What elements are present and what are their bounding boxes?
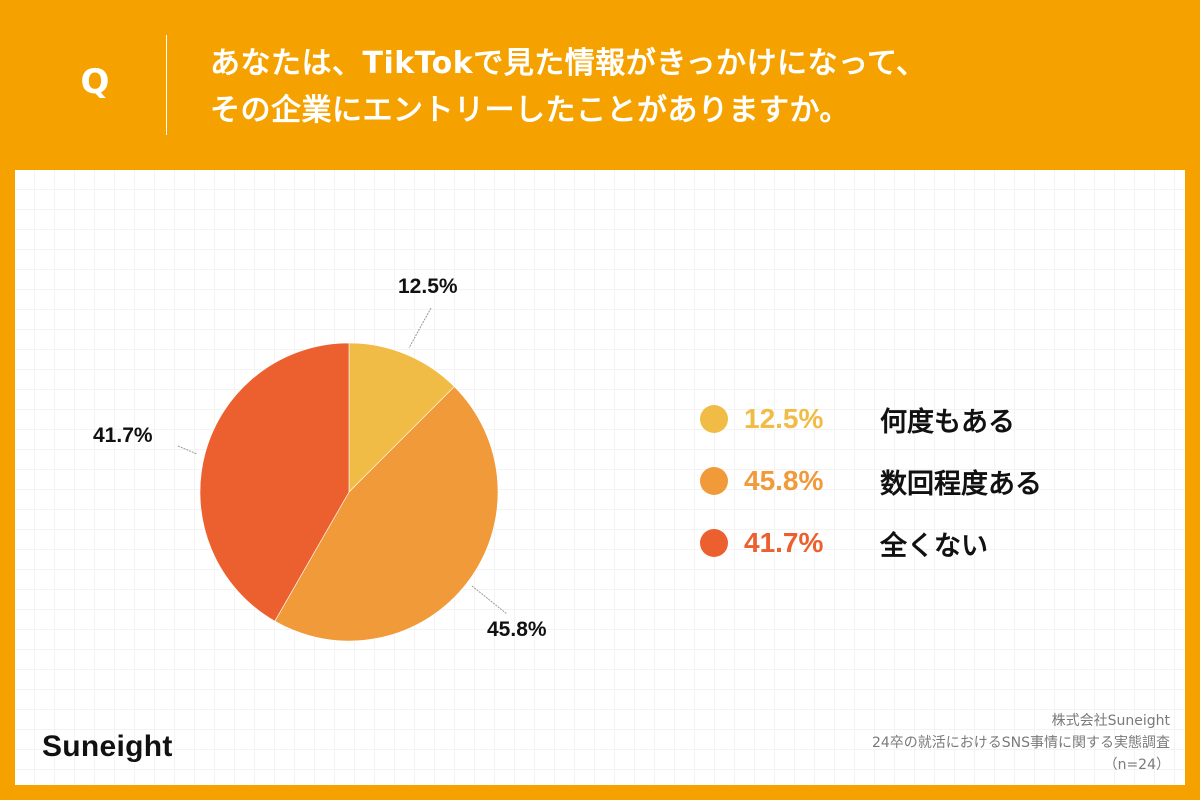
legend-percent: 41.7% — [744, 527, 824, 558]
question-header: Q あなたは、TikTokで見た情報がきっかけになって、 その企業にエントリーし… — [0, 0, 1200, 170]
pie-slice-0 — [348, 342, 455, 493]
leader-line-12-5 — [408, 307, 432, 349]
source-note: 株式会社Suneight 24卒の就活におけるSNS事情に関する実態調査 （n=… — [872, 710, 1170, 776]
question-line-2: その企業にエントリーしたことがありますか。 — [210, 93, 850, 128]
legend-dot-icon — [700, 405, 728, 433]
header-divider — [166, 35, 167, 135]
legend-item-never: 41.7% 全くない — [700, 512, 1042, 574]
pie-slice-1 — [274, 386, 499, 642]
pie-slices — [199, 342, 499, 642]
slice-label-never: 41.7% — [93, 424, 153, 447]
legend-dot-icon — [700, 467, 728, 495]
leader-line-41-7 — [177, 445, 198, 455]
question-line-1: あなたは、TikTokで見た情報がきっかけになって、 — [210, 46, 927, 81]
legend-item-few-times: 45.8% 数回程度ある — [700, 450, 1042, 512]
source-sample-size: （n=24） — [1103, 757, 1170, 773]
leader-line-45-8 — [471, 585, 508, 615]
brand-logo: Suneight — [42, 730, 173, 763]
pie-slice-2 — [199, 342, 350, 622]
legend-item-often: 12.5% 何度もある — [700, 388, 1042, 450]
legend-label: 数回程度ある — [880, 468, 1042, 500]
legend-percent: 45.8% — [744, 465, 824, 496]
question-text: あなたは、TikTokで見た情報がきっかけになって、 その企業にエントリーしたこ… — [210, 40, 927, 134]
chart-legend: 12.5% 何度もある 45.8% 数回程度ある 41.7% 全くない — [700, 388, 1042, 574]
legend-label: 何度もある — [880, 406, 1015, 438]
slice-label-few-times: 45.8% — [487, 618, 547, 641]
legend-dot-icon — [700, 529, 728, 557]
legend-percent: 12.5% — [744, 403, 824, 434]
legend-label: 全くない — [880, 530, 988, 562]
source-company: 株式会社Suneight — [1051, 713, 1170, 729]
source-survey: 24卒の就活におけるSNS事情に関する実態調査 — [871, 735, 1170, 751]
question-mark: Q — [80, 62, 110, 102]
slice-label-often: 12.5% — [398, 275, 458, 298]
